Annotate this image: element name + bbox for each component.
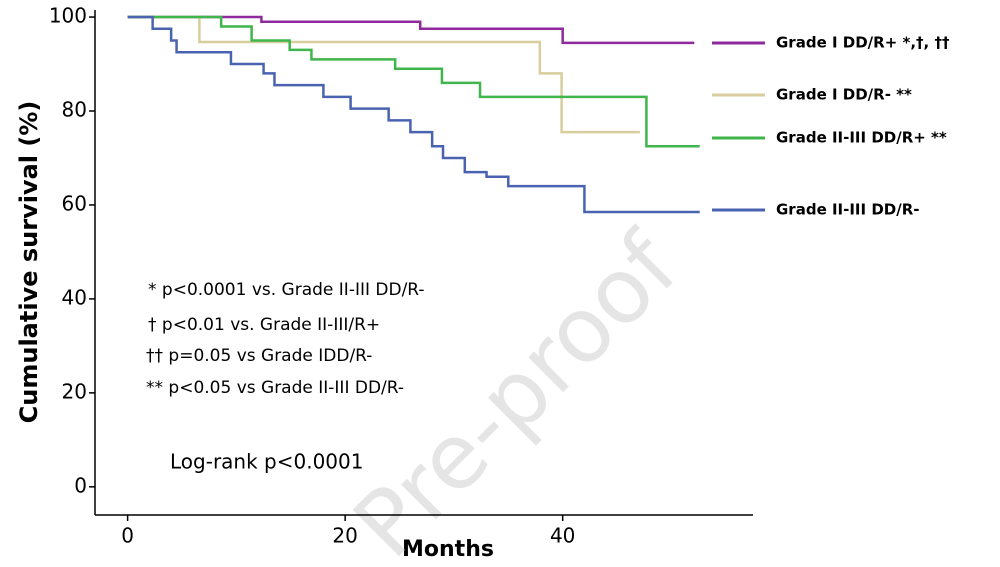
y-tick-label: 60	[62, 191, 87, 215]
survival-curve	[127, 15, 700, 148]
legend-label: Grade I DD/R+ *,†, ††	[776, 34, 950, 52]
legend-label: Grade I DD/R- **	[776, 86, 912, 104]
y-tick-label: 100	[49, 4, 87, 28]
annotation: ** p<0.05 vs Grade II-III DD/R-	[146, 378, 404, 398]
y-tick-label: 80	[62, 98, 87, 122]
survival-curve	[127, 15, 695, 45]
annotation: Log-rank p<0.0001	[170, 450, 363, 474]
x-tick-label: 20	[332, 524, 357, 548]
annotation: † p<0.01 vs. Grade II-III/R+	[148, 315, 380, 335]
y-axis-label: Cumulative survival (%)	[15, 101, 43, 424]
annotation: * p<0.0001 vs. Grade II-III DD/R-	[148, 280, 425, 300]
x-tick-label: 0	[121, 524, 134, 548]
y-tick-label: 40	[62, 285, 87, 309]
legend-label: Grade II-III DD/R-	[776, 201, 919, 219]
y-tick-label: 20	[62, 379, 87, 403]
annotation: †† p=0.05 vs Grade IDD/R-	[146, 346, 372, 366]
survival-curve	[127, 15, 700, 214]
x-tick-label: 40	[550, 524, 575, 548]
x-axis-label: Months	[402, 537, 494, 562]
legend-label: Grade II-III DD/R+ **	[776, 129, 947, 147]
y-tick-label: 0	[74, 473, 87, 497]
survival-curve	[127, 15, 640, 134]
